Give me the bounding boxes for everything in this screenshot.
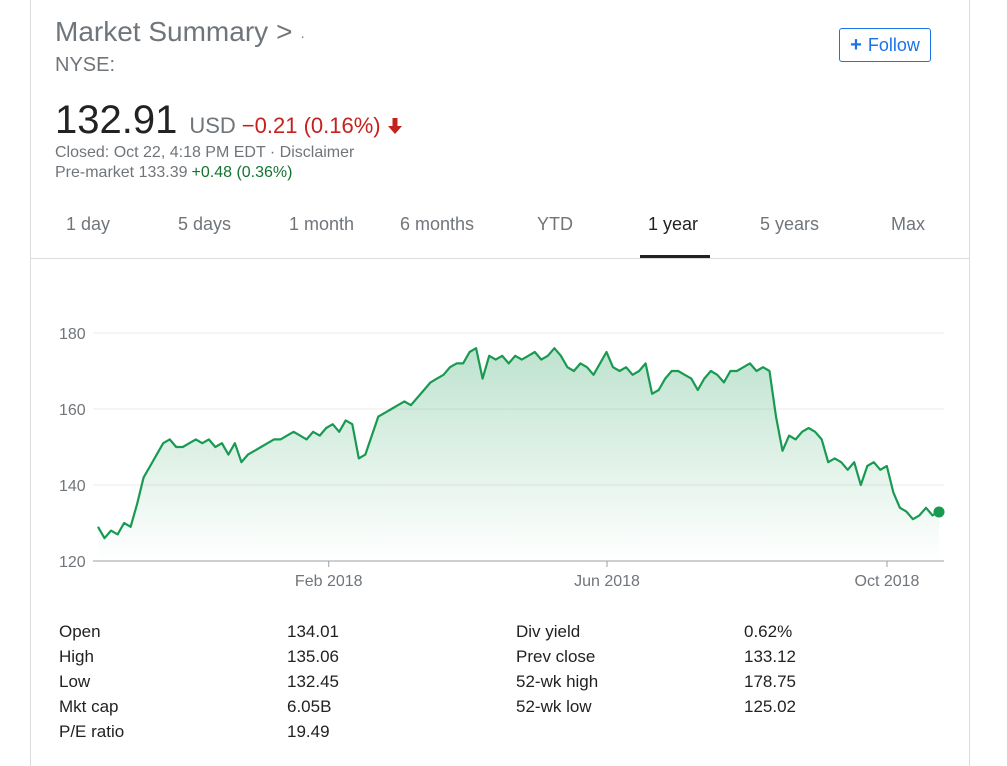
x-tick-label: Oct 2018	[855, 573, 920, 590]
arrow-down-icon	[387, 118, 402, 134]
stat-value: 132.45	[287, 672, 339, 691]
tab-1-year[interactable]: 1 year	[648, 214, 699, 234]
x-tick-label: Feb 2018	[295, 573, 363, 590]
premarket-price: Pre-market 133.39	[55, 164, 188, 181]
stat-label: 52-wk high	[516, 672, 599, 691]
stat-value: 135.06	[287, 647, 339, 666]
active-tab-indicator	[640, 255, 710, 258]
y-tick-label: 180	[59, 326, 86, 343]
stat-label: High	[59, 647, 94, 666]
price-row: 132.91 USD −0.21 (0.16%)	[55, 98, 403, 143]
title-separator: >	[276, 16, 293, 47]
market-summary-card: Market Summary > · NYSE: + Follow 132.91 …	[30, 0, 970, 766]
y-tick-label: 120	[59, 554, 86, 571]
y-tick-label: 140	[59, 478, 86, 495]
stat-label: Open	[59, 622, 101, 641]
stat-label: Mkt cap	[59, 697, 119, 716]
tab-5-days[interactable]: 5 days	[178, 214, 232, 234]
tab-ytd[interactable]: YTD	[537, 214, 573, 234]
plus-icon: +	[850, 33, 862, 56]
stat-value: 125.02	[744, 697, 796, 716]
stat-value: 134.01	[287, 622, 339, 641]
stat-value: 133.12	[744, 647, 796, 666]
range-tabs: 1 day 5 days 1 month 6 months YTD 1 year…	[31, 200, 969, 259]
closed-status: Closed: Oct 22, 4:18 PM EDT · Disclaimer	[55, 144, 355, 161]
premarket-row: Pre-market 133.39 +0.48 (0.36%)	[55, 164, 292, 182]
stat-value: 0.62%	[744, 622, 793, 641]
tab-6-months[interactable]: 6 months	[400, 214, 475, 234]
tab-max[interactable]: Max	[891, 214, 926, 234]
stat-label: 52-wk low	[516, 697, 592, 716]
stat-value: 178.75	[744, 672, 796, 691]
currency: USD	[189, 113, 236, 138]
stat-label: P/E ratio	[59, 722, 125, 741]
stat-value: 6.05B	[287, 697, 332, 716]
tab-5-years[interactable]: 5 years	[760, 214, 820, 234]
title-extra: ·	[300, 28, 305, 44]
tab-1-month[interactable]: 1 month	[289, 214, 355, 234]
price-area	[98, 348, 939, 561]
follow-button[interactable]: + Follow	[839, 28, 931, 62]
price-chart[interactable]: 120 140 160 180 Feb 2018 Jun 2018 Oct 2018	[31, 300, 969, 600]
price-line	[97, 347, 940, 540]
stat-label: Div yield	[516, 622, 581, 641]
page-title: Market Summary > ·	[55, 16, 305, 48]
stat-value: 19.49	[287, 722, 330, 741]
exchange-label: NYSE:	[55, 54, 116, 76]
stat-label: Low	[59, 672, 91, 691]
stat-label: Prev close	[516, 647, 596, 666]
follow-label: Follow	[867, 34, 920, 55]
x-tick-label: Jun 2018	[574, 573, 640, 590]
price-change: −0.21 (0.16%)	[241, 113, 381, 138]
title-text[interactable]: Market Summary	[55, 16, 269, 47]
premarket-change: +0.48 (0.36%)	[191, 164, 293, 181]
y-tick-label: 160	[59, 402, 86, 419]
tab-1-day[interactable]: 1 day	[66, 214, 111, 234]
current-price: 132.91	[55, 98, 178, 142]
last-price-dot	[933, 506, 945, 518]
